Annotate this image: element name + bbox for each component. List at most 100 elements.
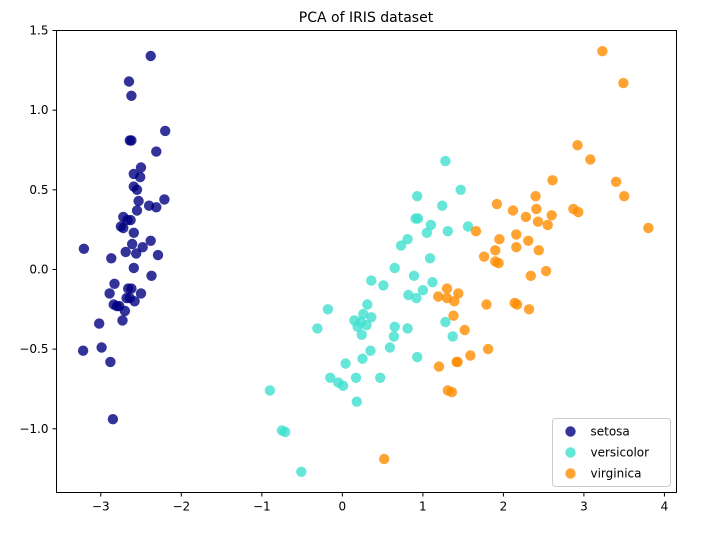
x-tick-label: 3: [580, 500, 588, 514]
point-setosa-26: [78, 243, 90, 254]
point-virginica-28: [540, 265, 552, 277]
point-setosa-6: [151, 146, 162, 157]
series-setosa: [77, 50, 171, 425]
point-versicolor-16: [427, 277, 438, 288]
point-versicolor-5: [437, 200, 448, 211]
point-virginica-8: [491, 198, 503, 210]
point-virginica-41: [482, 343, 494, 355]
point-setosa-40: [129, 296, 140, 307]
y-tick-label: 1.0: [29, 103, 48, 117]
point-setosa-36: [104, 288, 115, 299]
point-setosa-25: [137, 242, 148, 253]
legend-label-virginica: virginica: [591, 467, 642, 481]
point-versicolor-43: [375, 372, 386, 383]
point-setosa-29: [152, 249, 164, 261]
point-versicolor-49: [280, 426, 291, 438]
legend-label-setosa: setosa: [591, 425, 630, 439]
point-setosa-31: [128, 262, 139, 274]
point-versicolor-31: [402, 323, 413, 334]
point-versicolor-14: [408, 270, 420, 281]
x-tick-label: −3: [92, 500, 110, 514]
point-virginica-2: [572, 140, 583, 151]
point-setosa-44: [119, 305, 131, 317]
legend-box: [552, 418, 671, 487]
point-virginica-15: [532, 216, 544, 227]
point-setosa-32: [146, 270, 157, 281]
point-virginica-17: [643, 222, 654, 234]
point-setosa-24: [127, 238, 138, 250]
x-axis: −3 −2 −1 0 1 2 3 4: [92, 492, 669, 514]
point-setosa-12: [133, 195, 144, 207]
point-versicolor-24: [366, 312, 377, 323]
point-virginica-32: [433, 291, 444, 302]
x-tick-label: −1: [253, 500, 271, 514]
point-setosa-23: [145, 235, 156, 246]
point-versicolor-37: [365, 345, 376, 356]
point-setosa-19: [122, 214, 133, 226]
point-versicolor-8: [462, 221, 474, 232]
point-versicolor-23: [358, 308, 369, 320]
point-versicolor-13: [389, 262, 400, 274]
point-versicolor-7: [442, 226, 453, 237]
point-setosa-47: [96, 342, 107, 353]
point-virginica-5: [610, 176, 622, 187]
point-setosa-50: [107, 414, 119, 425]
series-versicolor: [264, 155, 474, 477]
plot-points: [77, 46, 654, 477]
point-setosa-33: [109, 278, 120, 289]
point-virginica-29: [525, 270, 536, 281]
point-virginica-35: [481, 299, 492, 310]
point-virginica-45: [433, 361, 445, 372]
point-versicolor-11: [395, 240, 407, 251]
y-tick-label: 0.0: [29, 262, 48, 276]
point-versicolor-35: [447, 331, 458, 342]
point-virginica-6: [530, 191, 541, 202]
y-tick-label: 1.5: [29, 24, 48, 38]
x-tick-label: 0: [339, 500, 347, 514]
point-setosa-11: [131, 184, 143, 195]
point-virginica-18: [470, 226, 482, 237]
point-versicolor-10: [402, 234, 413, 245]
point-virginica-25: [478, 251, 490, 262]
point-versicolor-38: [412, 351, 423, 363]
legend-marker-versicolor: [565, 447, 576, 458]
point-versicolor-45: [337, 380, 349, 391]
point-setosa-3: [160, 125, 171, 137]
point-setosa-43: [111, 300, 123, 312]
y-tick-label: −0.5: [19, 342, 48, 356]
point-setosa-46: [94, 318, 105, 329]
point-virginica-11: [507, 205, 519, 216]
point-versicolor-9: [421, 227, 433, 238]
point-setosa-2: [126, 90, 137, 102]
point-setosa-49: [105, 356, 116, 368]
point-setosa-21: [118, 222, 129, 234]
point-setosa-37: [135, 288, 147, 299]
point-virginica-1: [618, 77, 629, 89]
legend: setosa versicolor virginica: [552, 418, 671, 487]
point-versicolor-42: [350, 372, 362, 383]
series-virginica: [379, 46, 654, 465]
point-virginica-37: [511, 299, 523, 310]
point-versicolor-46: [264, 385, 276, 396]
point-setosa-0: [145, 50, 156, 62]
point-setosa-5: [126, 135, 137, 146]
point-versicolor-36: [384, 342, 396, 353]
point-versicolor-30: [389, 321, 400, 332]
point-versicolor-33: [356, 329, 367, 340]
point-virginica-24: [533, 245, 544, 256]
x-tick-label: 4: [661, 500, 669, 514]
point-versicolor-39: [357, 353, 368, 364]
point-versicolor-4: [412, 213, 424, 224]
point-setosa-13: [159, 194, 170, 205]
point-virginica-12: [573, 206, 584, 218]
point-versicolor-17: [378, 280, 389, 291]
point-versicolor-2: [412, 191, 423, 202]
point-setosa-30: [106, 253, 117, 264]
point-virginica-22: [511, 242, 522, 253]
y-tick-label: −1.0: [19, 422, 48, 436]
point-setosa-35: [126, 283, 137, 294]
point-versicolor-29: [312, 323, 323, 334]
point-virginica-47: [446, 386, 458, 398]
chart-title: PCA of IRIS dataset: [299, 10, 434, 26]
